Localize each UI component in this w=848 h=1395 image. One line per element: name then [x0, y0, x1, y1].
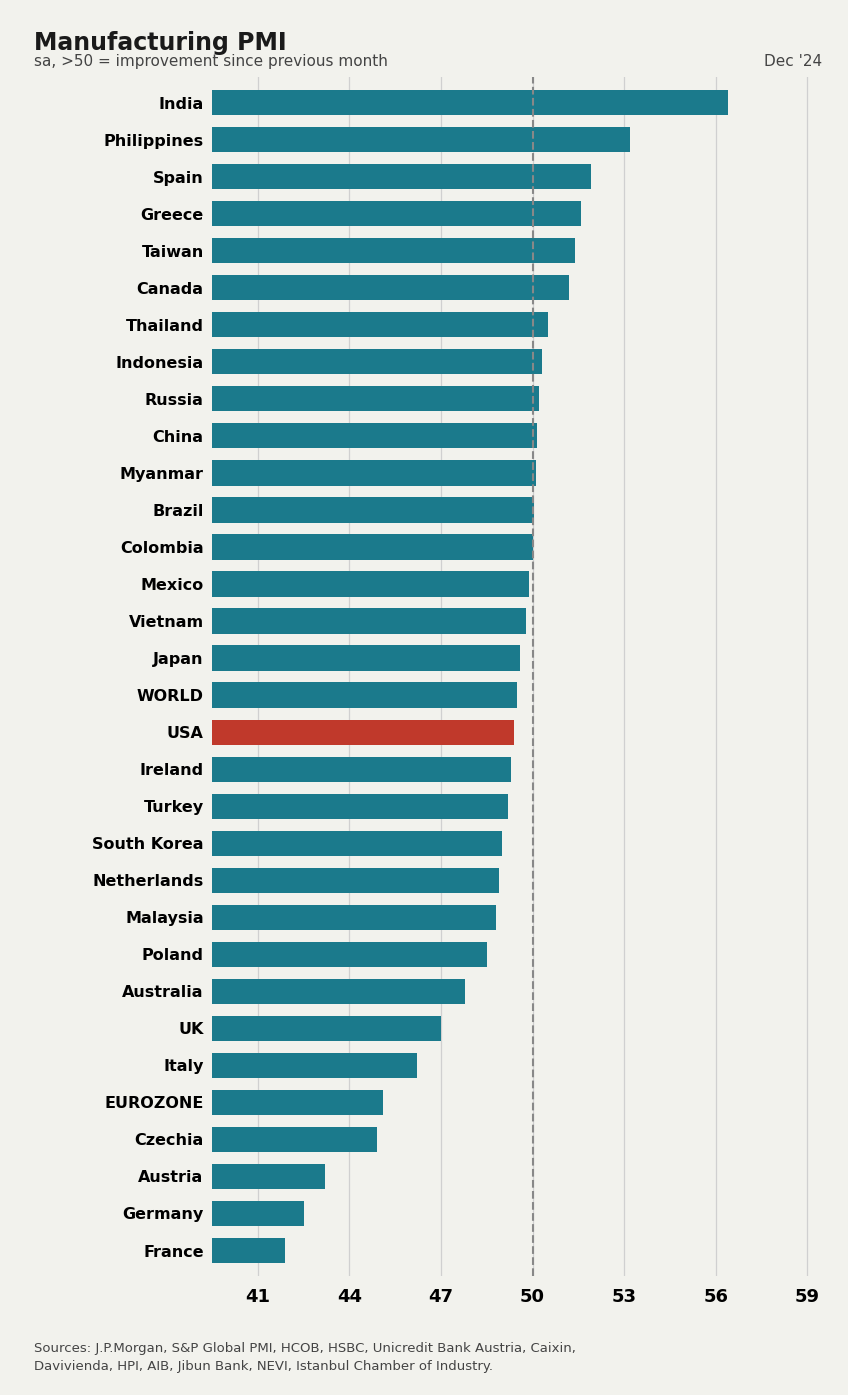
Text: sa, >50 = improvement since previous month: sa, >50 = improvement since previous mon…	[34, 54, 388, 70]
Bar	[212, 572, 529, 597]
Text: Manufacturing PMI: Manufacturing PMI	[34, 31, 287, 54]
Bar	[212, 608, 527, 633]
Bar	[212, 942, 487, 967]
Bar	[212, 423, 537, 448]
Bar	[212, 460, 536, 485]
Bar	[212, 1053, 416, 1078]
Bar	[212, 386, 538, 412]
Bar	[212, 646, 521, 671]
Bar	[212, 91, 728, 116]
Bar	[212, 534, 533, 559]
Bar	[212, 165, 590, 190]
Bar	[212, 275, 569, 300]
Bar	[212, 1201, 304, 1226]
Bar	[212, 720, 514, 745]
Bar	[212, 682, 517, 707]
Bar	[212, 905, 496, 930]
Bar	[212, 127, 630, 152]
Bar	[212, 830, 502, 855]
Bar	[212, 349, 542, 374]
Bar	[212, 201, 582, 226]
Bar	[212, 1237, 285, 1262]
Bar	[212, 979, 466, 1004]
Bar	[212, 312, 548, 338]
Bar	[212, 794, 508, 819]
Bar	[212, 239, 575, 264]
Bar	[212, 868, 499, 893]
Bar	[212, 756, 511, 781]
Bar	[212, 1089, 383, 1115]
Bar	[212, 1163, 325, 1189]
Bar	[212, 1016, 441, 1041]
Bar	[212, 498, 534, 523]
Text: Dec '24: Dec '24	[764, 54, 823, 70]
Bar	[212, 1127, 377, 1152]
Text: Sources: J.P.Morgan, S&P Global PMI, HCOB, HSBC, Unicredit Bank Austria, Caixin,: Sources: J.P.Morgan, S&P Global PMI, HCO…	[34, 1342, 576, 1373]
